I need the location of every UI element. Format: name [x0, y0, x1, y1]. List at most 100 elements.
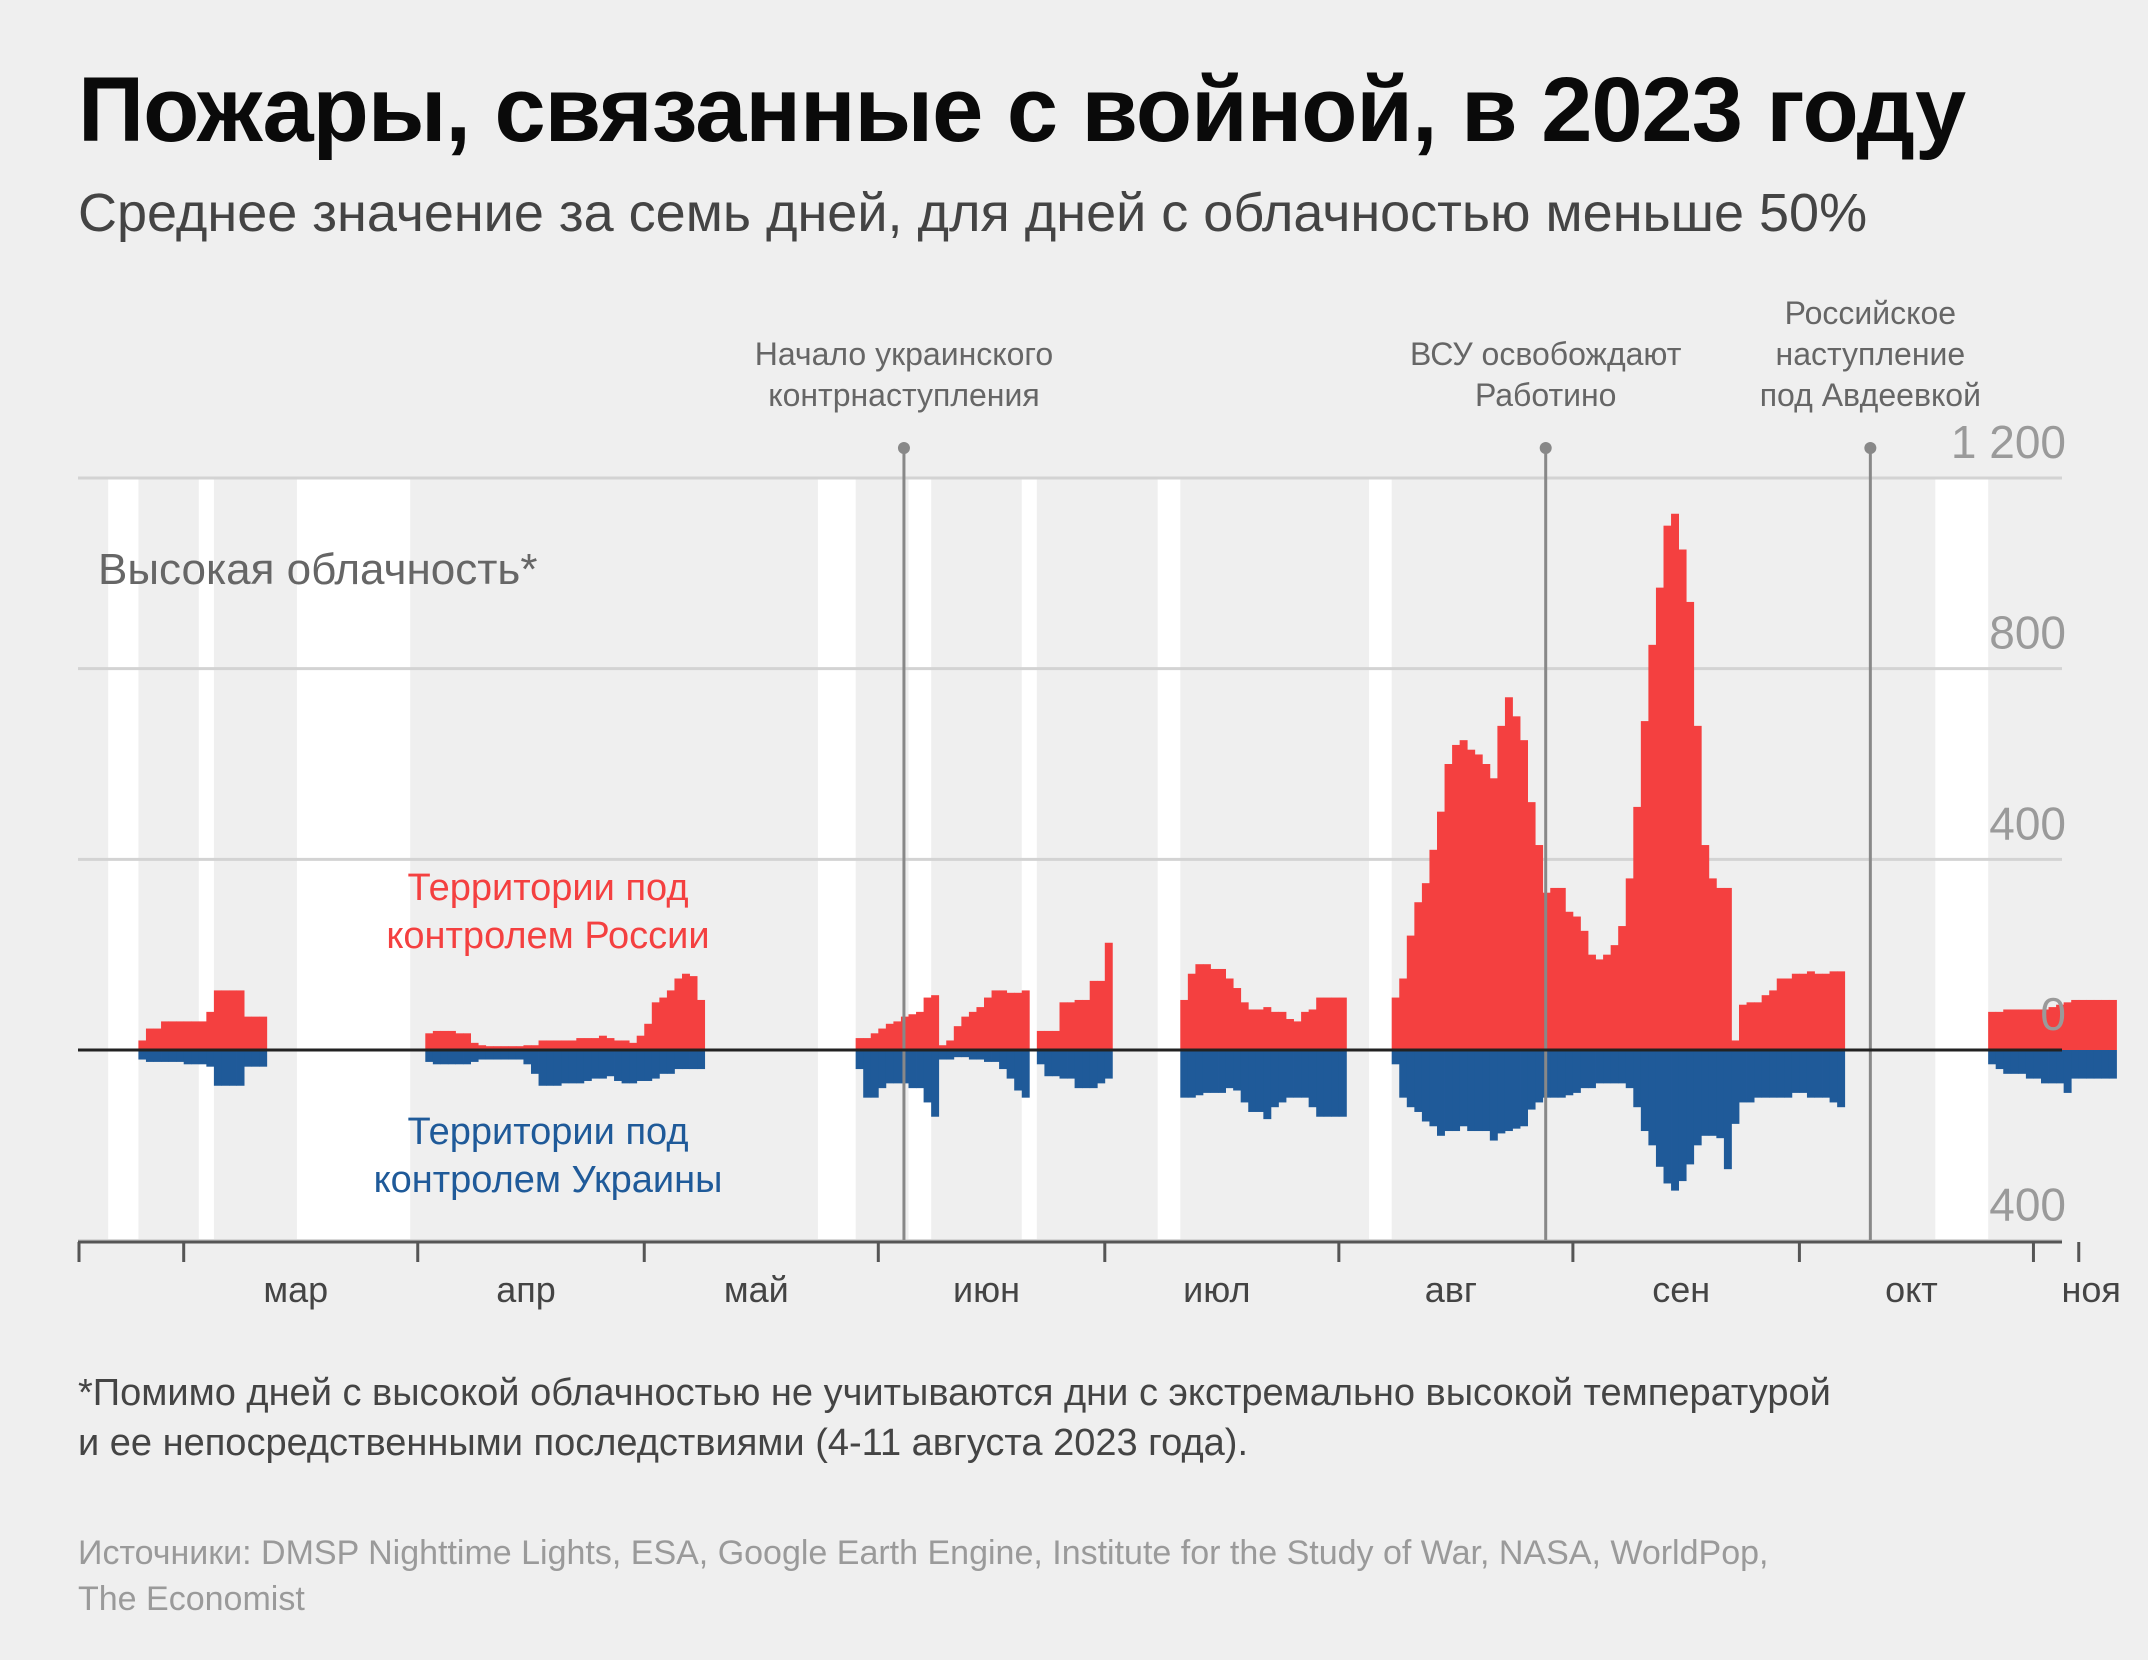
russia-bar [576, 1038, 585, 1050]
ukraine-bar [1618, 1050, 1627, 1084]
ukraine-bar [1406, 1050, 1415, 1108]
event-dot-2 [1864, 442, 1877, 454]
ukraine-bar [961, 1050, 970, 1058]
ukraine-bar [161, 1050, 169, 1062]
russia-bar [2010, 1009, 2019, 1050]
ukraine-bar [1708, 1050, 1717, 1136]
russia-bar [968, 1011, 977, 1050]
ukraine-bar [1293, 1050, 1302, 1098]
russia-bar [1044, 1030, 1053, 1050]
footnote-line-2: и ее непосредственными последствиями (4-… [78, 1422, 1249, 1464]
russia-bar [1814, 973, 1823, 1050]
ukraine-bar [515, 1050, 524, 1060]
ukraine-bar [508, 1050, 517, 1060]
ukraine-bar [1746, 1050, 1755, 1103]
ukraine-bar [1459, 1050, 1468, 1127]
russia-bar [1799, 973, 1808, 1050]
ukraine-bar [946, 1050, 955, 1060]
ukraine-bar [1822, 1050, 1830, 1098]
ukraine-bar [229, 1050, 237, 1086]
russia-bar [689, 976, 698, 1050]
ukraine-bar [1791, 1050, 1800, 1093]
ukraine-bar [1663, 1050, 1672, 1184]
ukraine-bar [1255, 1050, 1264, 1112]
ukraine-bar [1331, 1050, 1340, 1117]
ukraine-bar [1686, 1050, 1695, 1165]
ukraine-bar [168, 1050, 177, 1062]
ukraine-bar [153, 1050, 162, 1062]
ukraine-bar [1482, 1050, 1491, 1132]
russia-bar [1006, 992, 1015, 1050]
month-label-мар: мар [263, 1269, 328, 1310]
ukraine-bar [213, 1050, 222, 1086]
russia-bar [470, 1042, 479, 1050]
russia-bar [1444, 764, 1453, 1050]
event-label-0: Начало украинского контрнаступления [755, 336, 1053, 413]
ukraine-bar [1202, 1050, 1211, 1093]
ukraine-bar [1588, 1050, 1596, 1089]
ukraine-bar [432, 1050, 441, 1065]
ukraine-bar [1059, 1050, 1068, 1079]
russia-bar [674, 978, 683, 1050]
russia-bar [485, 1046, 494, 1050]
event-dot-1 [1539, 442, 1552, 454]
russia-bar [168, 1021, 177, 1050]
ukraine-bar [1527, 1050, 1536, 1110]
russia-bar [1255, 1009, 1264, 1050]
ukraine-bar [1097, 1050, 1106, 1084]
ukraine-bar [191, 1050, 200, 1065]
ukraine-bar [1044, 1050, 1053, 1077]
ukraine-bar [1557, 1050, 1566, 1098]
ukraine-bar [931, 1050, 940, 1117]
russia-bar [1338, 997, 1347, 1050]
russia-bar [1663, 525, 1672, 1050]
series-areas [138, 513, 2117, 1191]
month-label-сен: сен [1652, 1269, 1710, 1310]
ukraine-label-line: Территории под [407, 1111, 688, 1153]
ukraine-bar [1263, 1050, 1272, 1120]
ukraine-bar [1089, 1050, 1098, 1089]
ukraine-bar [682, 1050, 690, 1070]
russia-bar [1504, 697, 1513, 1050]
ukraine-bar [855, 1050, 864, 1070]
ukraine-label-line: контролем Украины [374, 1159, 723, 1201]
russia-bar [531, 1045, 539, 1050]
russia-bar [1648, 644, 1657, 1050]
ukraine-bar [485, 1050, 494, 1060]
ukraine-bar [878, 1050, 887, 1089]
ukraine-bar [1497, 1050, 1506, 1134]
russia-bar [1323, 997, 1332, 1050]
russia-bar [251, 1016, 260, 1050]
russia-bar [2025, 1009, 2034, 1050]
russia-bar [659, 997, 668, 1050]
russia-bar [1421, 883, 1430, 1050]
russia-bar [1195, 964, 1204, 1050]
event-dot-0 [897, 442, 910, 454]
russia-bar [244, 1016, 253, 1050]
russia-bar [961, 1016, 970, 1050]
russia-bar [432, 1030, 441, 1050]
ukraine-bar [1504, 1050, 1513, 1132]
ukraine-bar [1316, 1050, 1325, 1117]
russia-bar [153, 1028, 162, 1050]
sources-line-1: Источники: DMSP Nighttime Lights, ESA, G… [78, 1534, 1769, 1572]
russia-bar [855, 1038, 864, 1050]
russia-bar [515, 1046, 524, 1050]
ukraine-bar [1021, 1050, 1030, 1098]
russia-bar [1557, 887, 1566, 1050]
ukraine-bar [1437, 1050, 1445, 1136]
russia-bar [440, 1030, 449, 1050]
russia-bar [682, 973, 690, 1050]
ukraine-bar [991, 1050, 1000, 1062]
russia-bar [1988, 1011, 1997, 1050]
russia-bar [938, 1045, 947, 1050]
russia-bar [1791, 973, 1800, 1050]
ukraine-bar [666, 1050, 675, 1074]
y-tick-label: 800 [1989, 607, 2066, 659]
ukraine-bar [1610, 1050, 1619, 1084]
russia-bar [885, 1023, 894, 1050]
ukraine-bar [561, 1050, 570, 1084]
russia-bar [553, 1040, 562, 1050]
ukraine-bar [1467, 1050, 1476, 1132]
ukraine-bar [176, 1050, 185, 1062]
